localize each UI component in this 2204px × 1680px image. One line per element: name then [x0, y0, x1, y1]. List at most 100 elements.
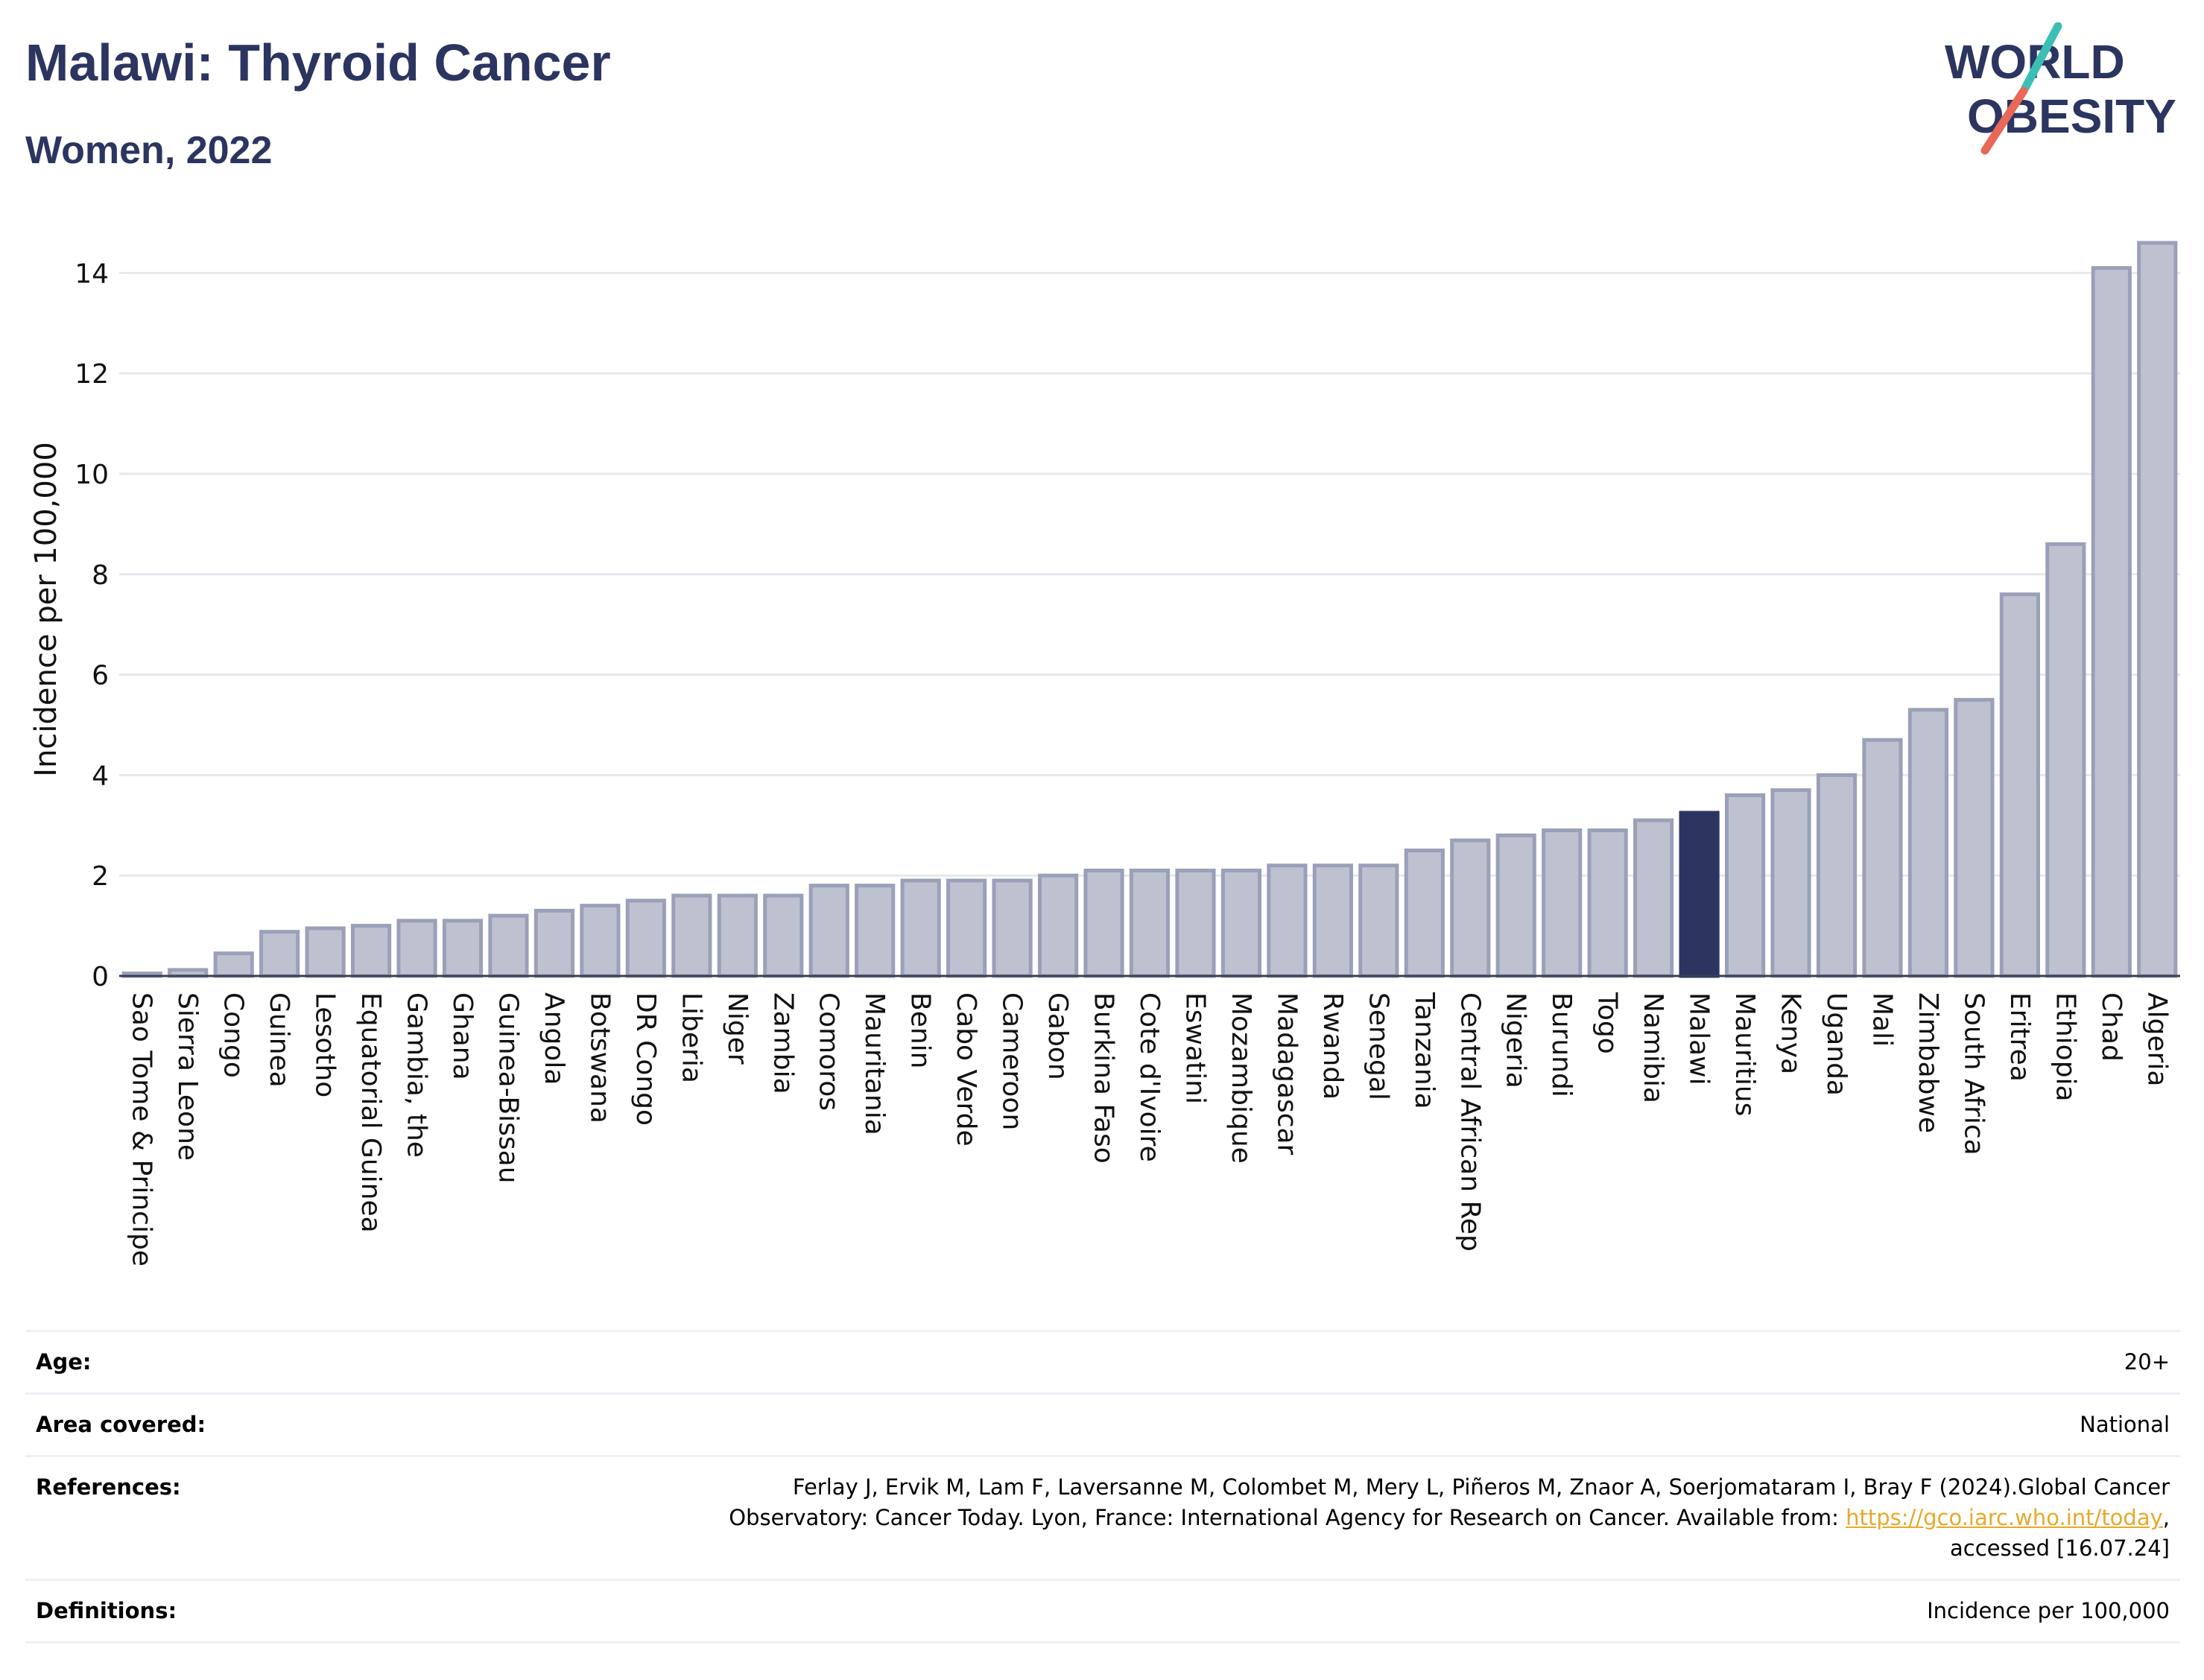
logo-slash-coral [1980, 86, 2028, 155]
bar-mali [1862, 738, 1903, 978]
bar-guinea [259, 930, 300, 978]
bar-liberia [671, 893, 712, 978]
info-row-definitions: Definitions: Incidence per 100,000 [25, 1579, 2180, 1643]
logo-line2: OBESITY [1967, 89, 2176, 143]
bar-mauritius [1724, 793, 1766, 978]
y-tick-label: 8 [92, 560, 109, 591]
info-row-age: Age: 20+ [25, 1330, 2180, 1392]
bar-cabo-verde [946, 878, 987, 978]
chart-title: Malawi: Thyroid Cancer [25, 34, 611, 92]
y-tick-label: 10 [75, 460, 109, 490]
x-tick-label: Mozambique [1226, 992, 1256, 1164]
x-tick-label: Niger [722, 992, 753, 1065]
y-tick-label: 12 [75, 359, 109, 390]
reference-punctuation: , [2162, 1505, 2170, 1530]
bar-burkina-faso [1083, 868, 1124, 978]
chart-subtitle: Women, 2022 [25, 129, 273, 172]
bar-chad [2091, 266, 2132, 978]
bar-equatorial-guinea [350, 924, 392, 978]
reference-link[interactable]: https://gco.iarc.who.int/today [1846, 1505, 2163, 1530]
x-tick-label: DR Congo [630, 992, 661, 1126]
bar-gambia-the [396, 919, 437, 978]
bar-niger [717, 893, 758, 978]
x-tick-label: Nigeria [1501, 992, 1531, 1088]
bar-comoros [808, 884, 849, 978]
y-tick-label: 14 [75, 259, 109, 289]
bar-uganda [1816, 773, 1858, 978]
logo-slash-teal [2021, 22, 2062, 92]
info-value: 20+ [2124, 1349, 2170, 1375]
x-tick-label: Liberia [676, 992, 706, 1083]
bar-eritrea [1999, 592, 2040, 978]
x-tick-label: Gambia, the [402, 992, 432, 1158]
x-tick-label: Burundi [1546, 992, 1577, 1097]
x-tick-label: Lesotho [310, 992, 341, 1097]
x-tick-label: Malawi [1684, 992, 1714, 1085]
bar-namibia [1633, 818, 1674, 978]
references-text: Ferlay J, Ervik M, Lam F, Laversanne M, … [729, 1472, 2170, 1564]
info-label: Definitions: [36, 1598, 177, 1623]
bar-zambia [763, 893, 804, 978]
bar-nigeria [1495, 833, 1536, 978]
bar-congo [213, 951, 254, 978]
bar-botswana [580, 904, 621, 978]
bar-guinea-bissau [488, 913, 529, 978]
x-tick-label: Guinea-Bissau [493, 992, 523, 1184]
bar-tanzania [1404, 849, 1445, 978]
bar-rwanda [1312, 863, 1353, 978]
info-value: National [2080, 1412, 2170, 1437]
x-tick-label: Comoros [814, 992, 844, 1111]
x-tick-label: Uganda [1821, 992, 1852, 1096]
info-value: Incidence per 100,000 [1927, 1598, 2170, 1623]
x-tick-label: Mauritius [1729, 992, 1760, 1116]
x-tick-label: Sierra Leone [172, 992, 203, 1161]
x-tick-label: Zambia [767, 992, 798, 1094]
bar-cameroon [992, 878, 1033, 978]
x-tick-label: Central African Rep [1454, 992, 1485, 1252]
info-table: Age: 20+ Area covered: National Referenc… [25, 1330, 2180, 1643]
y-axis-label: Incidence per 100,000 [29, 442, 63, 777]
x-tick-label: Equatorial Guinea [355, 992, 386, 1233]
bar-togo [1587, 828, 1628, 978]
bar-lesotho [305, 926, 346, 978]
x-tick-label: Togo [1592, 992, 1623, 1054]
x-tick-label: Namibia [1638, 992, 1668, 1103]
x-tick-label: Cabo Verde [951, 992, 981, 1147]
x-tick-label: Ethiopia [2050, 992, 2080, 1102]
x-tick-label: Ghana [447, 992, 478, 1080]
reference-text: Observatory: Cancer Today. Lyon, France:… [729, 1505, 1846, 1530]
bar-mauritania [855, 884, 896, 978]
reference-line-1: Ferlay J, Ervik M, Lam F, Laversanne M, … [792, 1474, 2170, 1500]
x-tick-label: Kenya [1776, 992, 1806, 1074]
y-tick-label: 6 [92, 661, 109, 691]
world-obesity-logo: WORLD OBESITY [1945, 22, 2176, 155]
x-tick-label: Cote d'Ivoire [1134, 992, 1165, 1162]
x-tick-label: Benin [905, 992, 936, 1068]
bar-cote-d-ivoire [1129, 868, 1171, 978]
y-tick-label: 2 [92, 861, 109, 892]
x-tick-label: Burkina Faso [1089, 992, 1119, 1164]
x-tick-label: Botswana [584, 992, 615, 1123]
bar-zimbabwe [1907, 708, 1949, 978]
bar-ethiopia [2045, 542, 2086, 978]
bar-algeria [2137, 241, 2178, 978]
x-tick-label: Eritrea [2004, 992, 2035, 1082]
bar-senegal [1358, 863, 1399, 978]
info-label: References: [36, 1474, 181, 1500]
reference-line-3: accessed [16.07.24] [1950, 1535, 2170, 1561]
bar-malawi [1679, 811, 1720, 978]
y-tick-label: 4 [92, 761, 109, 791]
x-tick-label: Senegal [1363, 992, 1393, 1100]
x-tick-label: Rwanda [1317, 992, 1348, 1100]
x-tick-label: Tanzania [1409, 992, 1440, 1109]
bar-ghana [442, 919, 484, 978]
x-tick-label: Mauritania [859, 992, 890, 1135]
x-tick-label: Sao Tome & Principe [127, 992, 157, 1267]
bar-madagascar [1267, 863, 1308, 978]
info-label: Area covered: [36, 1412, 206, 1437]
x-tick-label: Guinea [264, 992, 294, 1088]
x-tick-label: Eswatini [1179, 992, 1210, 1104]
bar-kenya [1770, 788, 1811, 978]
reference-line-2: Observatory: Cancer Today. Lyon, France:… [729, 1503, 2170, 1533]
x-tick-label: Madagascar [1271, 992, 1302, 1156]
